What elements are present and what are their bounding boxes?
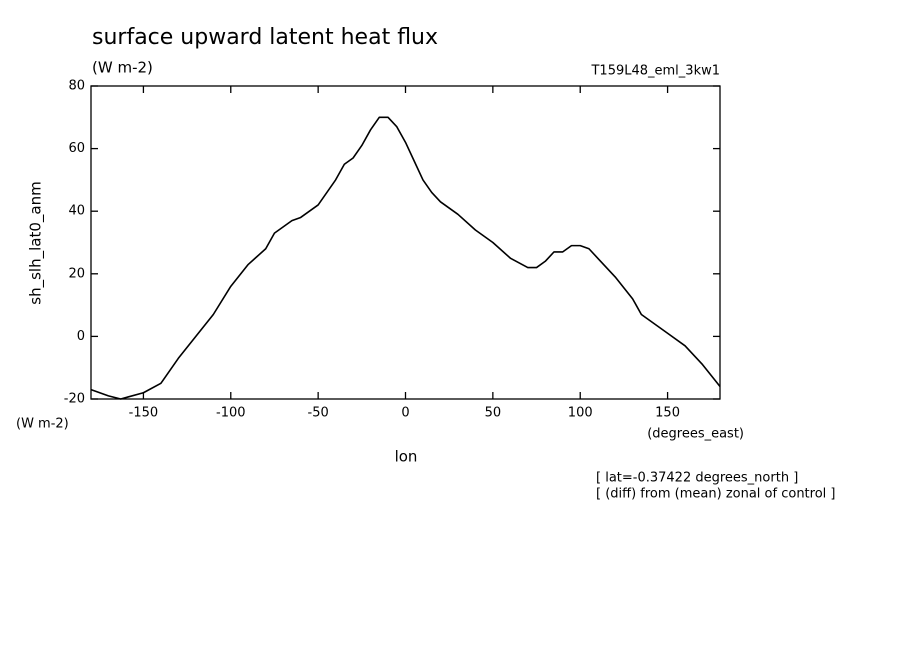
y-tick-label: 40 — [68, 204, 85, 219]
x-tick-label: 150 — [655, 406, 680, 421]
x-tick-label: -150 — [129, 406, 159, 421]
y-tick-label: 60 — [68, 141, 85, 156]
x-tick-label: 0 — [401, 406, 409, 421]
chart-title: surface upward latent heat flux — [92, 25, 438, 50]
x-tick-label: -100 — [216, 406, 246, 421]
annotation: [ (diff) from (mean) zonal of control ] — [596, 487, 835, 502]
x-axis-label: lon — [395, 448, 418, 466]
y-tick-label: 20 — [68, 266, 85, 281]
subtitle: (W m-2) — [92, 59, 153, 77]
x-tick-label: -50 — [308, 406, 329, 421]
y-axis-label: sh_slh_lat0_anm — [27, 181, 46, 304]
run-label: T159L48_eml_3kw1 — [590, 64, 720, 79]
plot-frame — [90, 85, 721, 400]
x-tick-label: 100 — [568, 406, 593, 421]
y-tick-label: 80 — [68, 79, 85, 94]
y-tick-label: -20 — [64, 392, 85, 407]
x-tick-label: 50 — [485, 406, 502, 421]
x-unit: (degrees_east) — [647, 427, 744, 442]
y-tick-label: 0 — [77, 329, 85, 344]
y-unit: (W m-2) — [16, 417, 69, 432]
annotation: [ lat=-0.37422 degrees_north ] — [596, 471, 798, 486]
line — [90, 116, 721, 400]
